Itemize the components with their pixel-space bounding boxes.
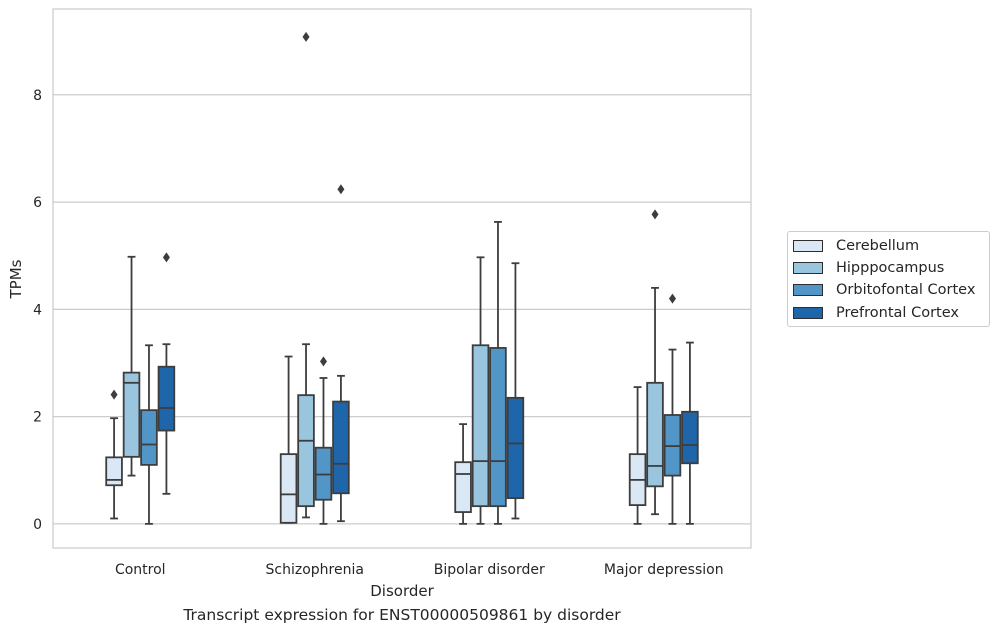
outlier-point bbox=[162, 252, 170, 263]
outlier-point bbox=[319, 356, 327, 367]
legend-label: Orbitofontal Cortex bbox=[836, 282, 976, 298]
legend-label: Cerebellum bbox=[836, 238, 920, 254]
box-cerebellum bbox=[279, 355, 298, 524]
y-tick-label: 0 bbox=[33, 517, 42, 533]
y-tick-label: 2 bbox=[33, 410, 42, 426]
outlier-point bbox=[302, 31, 310, 42]
outlier-point bbox=[668, 293, 676, 304]
box-hipppocampus bbox=[646, 209, 664, 516]
iqr-box bbox=[122, 371, 141, 458]
iqr-box bbox=[279, 453, 298, 524]
outlier-point bbox=[337, 184, 345, 195]
box-prefrontal-cortex bbox=[506, 262, 525, 520]
x-tick-label: Major depression bbox=[604, 562, 724, 578]
x-tick-labels: Control Schizophrenia Bipolar disorder Majo… bbox=[115, 562, 724, 578]
iqr-box bbox=[332, 400, 350, 495]
box-cerebellum bbox=[628, 386, 647, 525]
legend-label: Hipppocampus bbox=[836, 260, 945, 276]
legend-swatch-orbitofrontal bbox=[793, 284, 823, 296]
outlier-point bbox=[651, 209, 659, 220]
box-groups bbox=[105, 31, 699, 525]
iqr-box bbox=[105, 456, 123, 487]
box-orbitofontal-cortex bbox=[489, 221, 507, 525]
legend-item-hippocampus: Hipppocampus bbox=[793, 258, 944, 278]
iqr-box bbox=[454, 461, 472, 513]
iqr-box bbox=[681, 410, 699, 465]
legend-swatch-prefrontal bbox=[793, 307, 823, 319]
box-prefrontal-cortex bbox=[157, 252, 176, 495]
y-tick-label: 8 bbox=[33, 88, 42, 104]
box-hipppocampus bbox=[122, 255, 141, 477]
chart-caption: Transcript expression for ENST0000050986… bbox=[183, 606, 621, 624]
box-orbitofontal-cortex bbox=[314, 356, 333, 525]
legend-swatch-hippocampus bbox=[793, 262, 823, 274]
iqr-box bbox=[489, 347, 507, 508]
y-tick-label: 4 bbox=[33, 302, 42, 318]
box-prefrontal-cortex bbox=[332, 184, 350, 523]
x-axis-label: Disorder bbox=[370, 582, 434, 600]
iqr-box bbox=[646, 381, 664, 488]
legend-item-prefrontal: Prefrontal Cortex bbox=[793, 303, 959, 323]
box-hipppocampus bbox=[297, 31, 315, 519]
box-cerebellum bbox=[454, 423, 472, 525]
x-tick-label: Bipolar disorder bbox=[434, 562, 545, 578]
box-orbitofontal-cortex bbox=[663, 293, 682, 525]
y-axis-label: TPMs bbox=[7, 259, 25, 299]
plot-frame bbox=[52, 8, 752, 549]
y-tick-labels: 0 2 4 6 8 bbox=[33, 88, 42, 533]
outlier-point bbox=[110, 389, 118, 400]
x-tick-label: Control bbox=[115, 562, 166, 578]
legend-swatch-cerebellum bbox=[793, 240, 823, 252]
iqr-box bbox=[297, 394, 315, 508]
box-hipppocampus bbox=[471, 256, 490, 525]
iqr-box bbox=[157, 365, 176, 432]
y-tick-label: 6 bbox=[33, 195, 42, 211]
iqr-box bbox=[506, 396, 525, 500]
iqr-box bbox=[471, 344, 490, 508]
legend-item-orbitofrontal: Orbitofontal Cortex bbox=[793, 280, 975, 300]
box-orbitofontal-cortex bbox=[140, 344, 158, 525]
legend: Cerebellum Hipppocampus Orbitofontal Cor… bbox=[787, 231, 990, 327]
iqr-box bbox=[140, 409, 158, 466]
x-tick-label: Schizophrenia bbox=[266, 562, 364, 578]
box-prefrontal-cortex bbox=[681, 341, 699, 525]
box-cerebellum bbox=[105, 389, 123, 520]
legend-item-cerebellum: Cerebellum bbox=[793, 236, 919, 256]
legend-label: Prefrontal Cortex bbox=[836, 305, 959, 321]
